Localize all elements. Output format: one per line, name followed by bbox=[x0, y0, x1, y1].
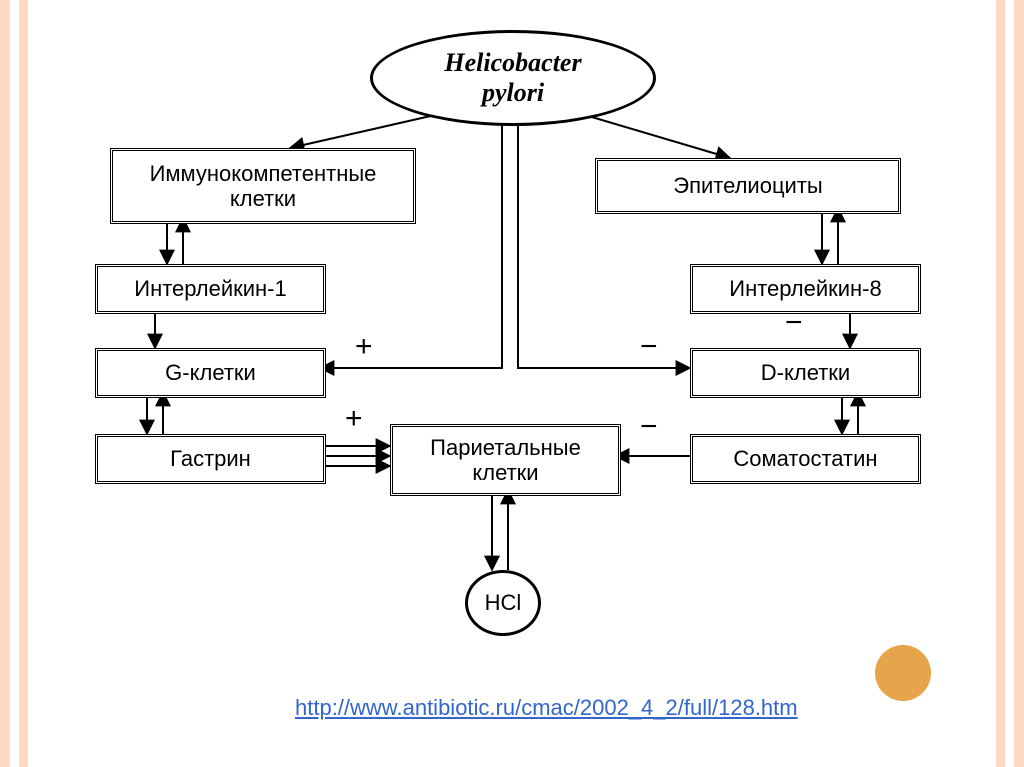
slide: { "link_text": "http://www.antibiotic.ru… bbox=[0, 0, 1024, 767]
node-epi: Эпителиоциты bbox=[595, 158, 901, 214]
edge-sign: − bbox=[640, 330, 658, 364]
decor-band-right-inner bbox=[1005, 0, 1014, 767]
decor-band-left-inner bbox=[10, 0, 19, 767]
edge-sign: − bbox=[640, 410, 658, 444]
node-som: Соматостатин bbox=[690, 434, 921, 484]
edge-sign: + bbox=[355, 330, 373, 364]
node-il8: Интерлейкин-8 bbox=[690, 264, 921, 314]
source-link[interactable]: http://www.antibiotic.ru/cmac/2002_4_2/f… bbox=[295, 695, 798, 721]
node-il1: Интерлейкин-1 bbox=[95, 264, 326, 314]
node-gas: Гастрин bbox=[95, 434, 326, 484]
node-hp: Helicobacterpylori bbox=[370, 30, 656, 126]
node-imm: Иммунокомпетентныеклетки bbox=[110, 148, 416, 224]
node-hcl: HCl bbox=[465, 570, 541, 636]
accent-dot bbox=[875, 645, 931, 701]
node-dc: D-клетки bbox=[690, 348, 921, 398]
edge-sign: + bbox=[345, 402, 363, 436]
node-par: Париетальныеклетки bbox=[390, 424, 621, 496]
edge-sign: − bbox=[785, 306, 803, 340]
node-gc: G-клетки bbox=[95, 348, 326, 398]
diagram-canvas: { "link_text": "http://www.antibiotic.ru… bbox=[40, 10, 984, 757]
